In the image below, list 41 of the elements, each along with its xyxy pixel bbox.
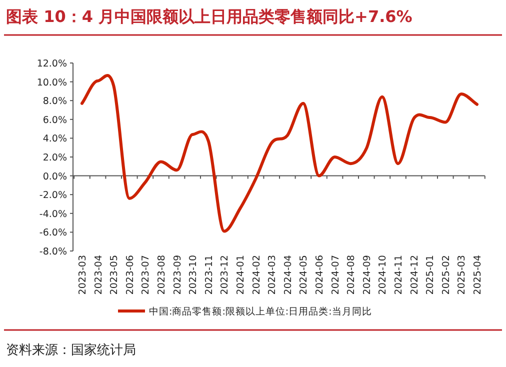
y-tick-label: 2.0% bbox=[42, 152, 67, 164]
y-tick-label: -6.0% bbox=[39, 228, 67, 239]
y-tick-label: 8.0% bbox=[42, 96, 67, 108]
x-tick-label: 2023-05 bbox=[109, 255, 120, 295]
x-tick-label: 2024-08 bbox=[346, 255, 358, 295]
x-tick-label: 2024-06 bbox=[314, 255, 326, 295]
text: 资料来源：国家统计局 bbox=[6, 342, 136, 358]
x-tick-label: 2025-03 bbox=[456, 255, 468, 295]
x-tick-label: 2023-07 bbox=[140, 255, 152, 295]
y-tick-label: -4.0% bbox=[39, 208, 67, 220]
y-tick-label: 4.0% bbox=[42, 134, 67, 145]
x-tick-label: 2023-08 bbox=[156, 255, 168, 295]
legend-label: 中国:商品零售额:限额以上单位:日用品类:当月同比 bbox=[149, 306, 372, 318]
x-tick-label: 2025-01 bbox=[425, 255, 436, 295]
x-tick-label: 2024-12 bbox=[409, 255, 420, 295]
x-tick-label: 2025-02 bbox=[440, 255, 452, 295]
x-tick-label: 2023-10 bbox=[188, 255, 200, 295]
y-tick-label: 0.0% bbox=[42, 171, 67, 182]
x-tick-label: 2024-04 bbox=[282, 255, 294, 295]
x-tick-label: 2023-12 bbox=[220, 255, 231, 295]
x-tick-label: 2024-10 bbox=[378, 255, 389, 295]
x-tick-label: 2023-09 bbox=[172, 255, 184, 295]
x-tick-label: 2023-11 bbox=[204, 255, 215, 295]
x-tick-label: 2024-02 bbox=[251, 255, 262, 295]
x-tick-label: 2025-04 bbox=[472, 255, 484, 295]
x-tick-label: 2023-06 bbox=[124, 255, 136, 295]
y-tick-label: 12.0% bbox=[36, 58, 67, 70]
y-tick-label: -8.0% bbox=[39, 246, 67, 258]
x-tick-label: 2024-09 bbox=[362, 255, 373, 295]
legend: 中国:商品零售额:限额以上单位:日用品类:当月同比 bbox=[118, 306, 372, 318]
x-tick-label: 2024-07 bbox=[330, 255, 342, 295]
x-tick-label: 2023-04 bbox=[93, 255, 104, 295]
chart-title: 图表 10：4 月中国限额以上日用品类零售额同比+7.6% bbox=[6, 7, 412, 26]
y-tick-label: 6.0% bbox=[42, 114, 67, 126]
x-tick-label: 2024-05 bbox=[298, 255, 310, 295]
x-tick-label: 2024-01 bbox=[236, 255, 246, 295]
x-tick-label: 2023-03 bbox=[78, 255, 88, 295]
y-tick-label: -2.0% bbox=[39, 190, 67, 202]
x-tick-label: 2024-03 bbox=[267, 255, 278, 295]
y-tick-label: 10.0% bbox=[36, 77, 67, 88]
x-tick-label: 2024-11 bbox=[394, 255, 404, 295]
